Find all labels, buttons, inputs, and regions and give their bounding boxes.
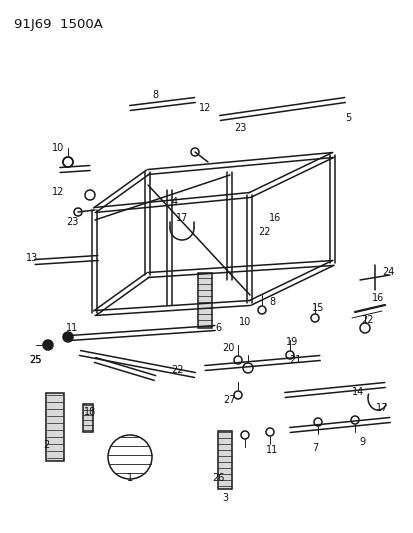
Text: 20: 20	[221, 343, 234, 353]
Text: 3: 3	[221, 493, 228, 503]
Text: 15: 15	[311, 303, 323, 313]
Text: 16: 16	[371, 293, 383, 303]
Text: 22: 22	[258, 227, 271, 237]
Text: 5: 5	[344, 113, 350, 123]
Text: 23: 23	[233, 123, 246, 133]
Text: 22: 22	[361, 315, 373, 325]
Text: 27: 27	[223, 395, 236, 405]
Text: 11: 11	[265, 445, 278, 455]
Text: 21: 21	[288, 355, 301, 365]
Text: 8: 8	[268, 297, 274, 307]
Text: 12: 12	[52, 187, 64, 197]
Bar	[197, 272, 211, 327]
Text: 9: 9	[358, 437, 364, 447]
Text: 6: 6	[214, 323, 221, 333]
Text: 17: 17	[375, 403, 387, 413]
Text: 17: 17	[176, 213, 188, 223]
Text: 4: 4	[171, 197, 178, 207]
Text: 91J69  1500A: 91J69 1500A	[14, 18, 102, 31]
Text: 23: 23	[66, 217, 78, 227]
Text: 16: 16	[268, 213, 280, 223]
Circle shape	[63, 332, 73, 342]
Text: 18: 18	[84, 407, 96, 417]
Text: 25: 25	[30, 355, 42, 365]
Bar	[46, 393, 64, 461]
Text: 24: 24	[381, 267, 393, 277]
Text: 11: 11	[66, 323, 78, 333]
Text: 19: 19	[285, 337, 297, 347]
Bar	[83, 404, 93, 432]
Text: 7: 7	[311, 443, 317, 453]
Bar	[218, 431, 231, 489]
Text: 22: 22	[171, 365, 184, 375]
Text: 2: 2	[43, 440, 49, 450]
Text: 26: 26	[211, 473, 224, 483]
Circle shape	[43, 340, 53, 350]
Text: 10: 10	[52, 143, 64, 153]
Text: 25: 25	[30, 355, 42, 365]
Text: 10: 10	[238, 317, 251, 327]
Text: 13: 13	[26, 253, 38, 263]
Text: 8: 8	[152, 90, 158, 100]
Text: 1: 1	[127, 473, 133, 483]
Text: 12: 12	[198, 103, 211, 113]
Text: 14: 14	[351, 387, 363, 397]
